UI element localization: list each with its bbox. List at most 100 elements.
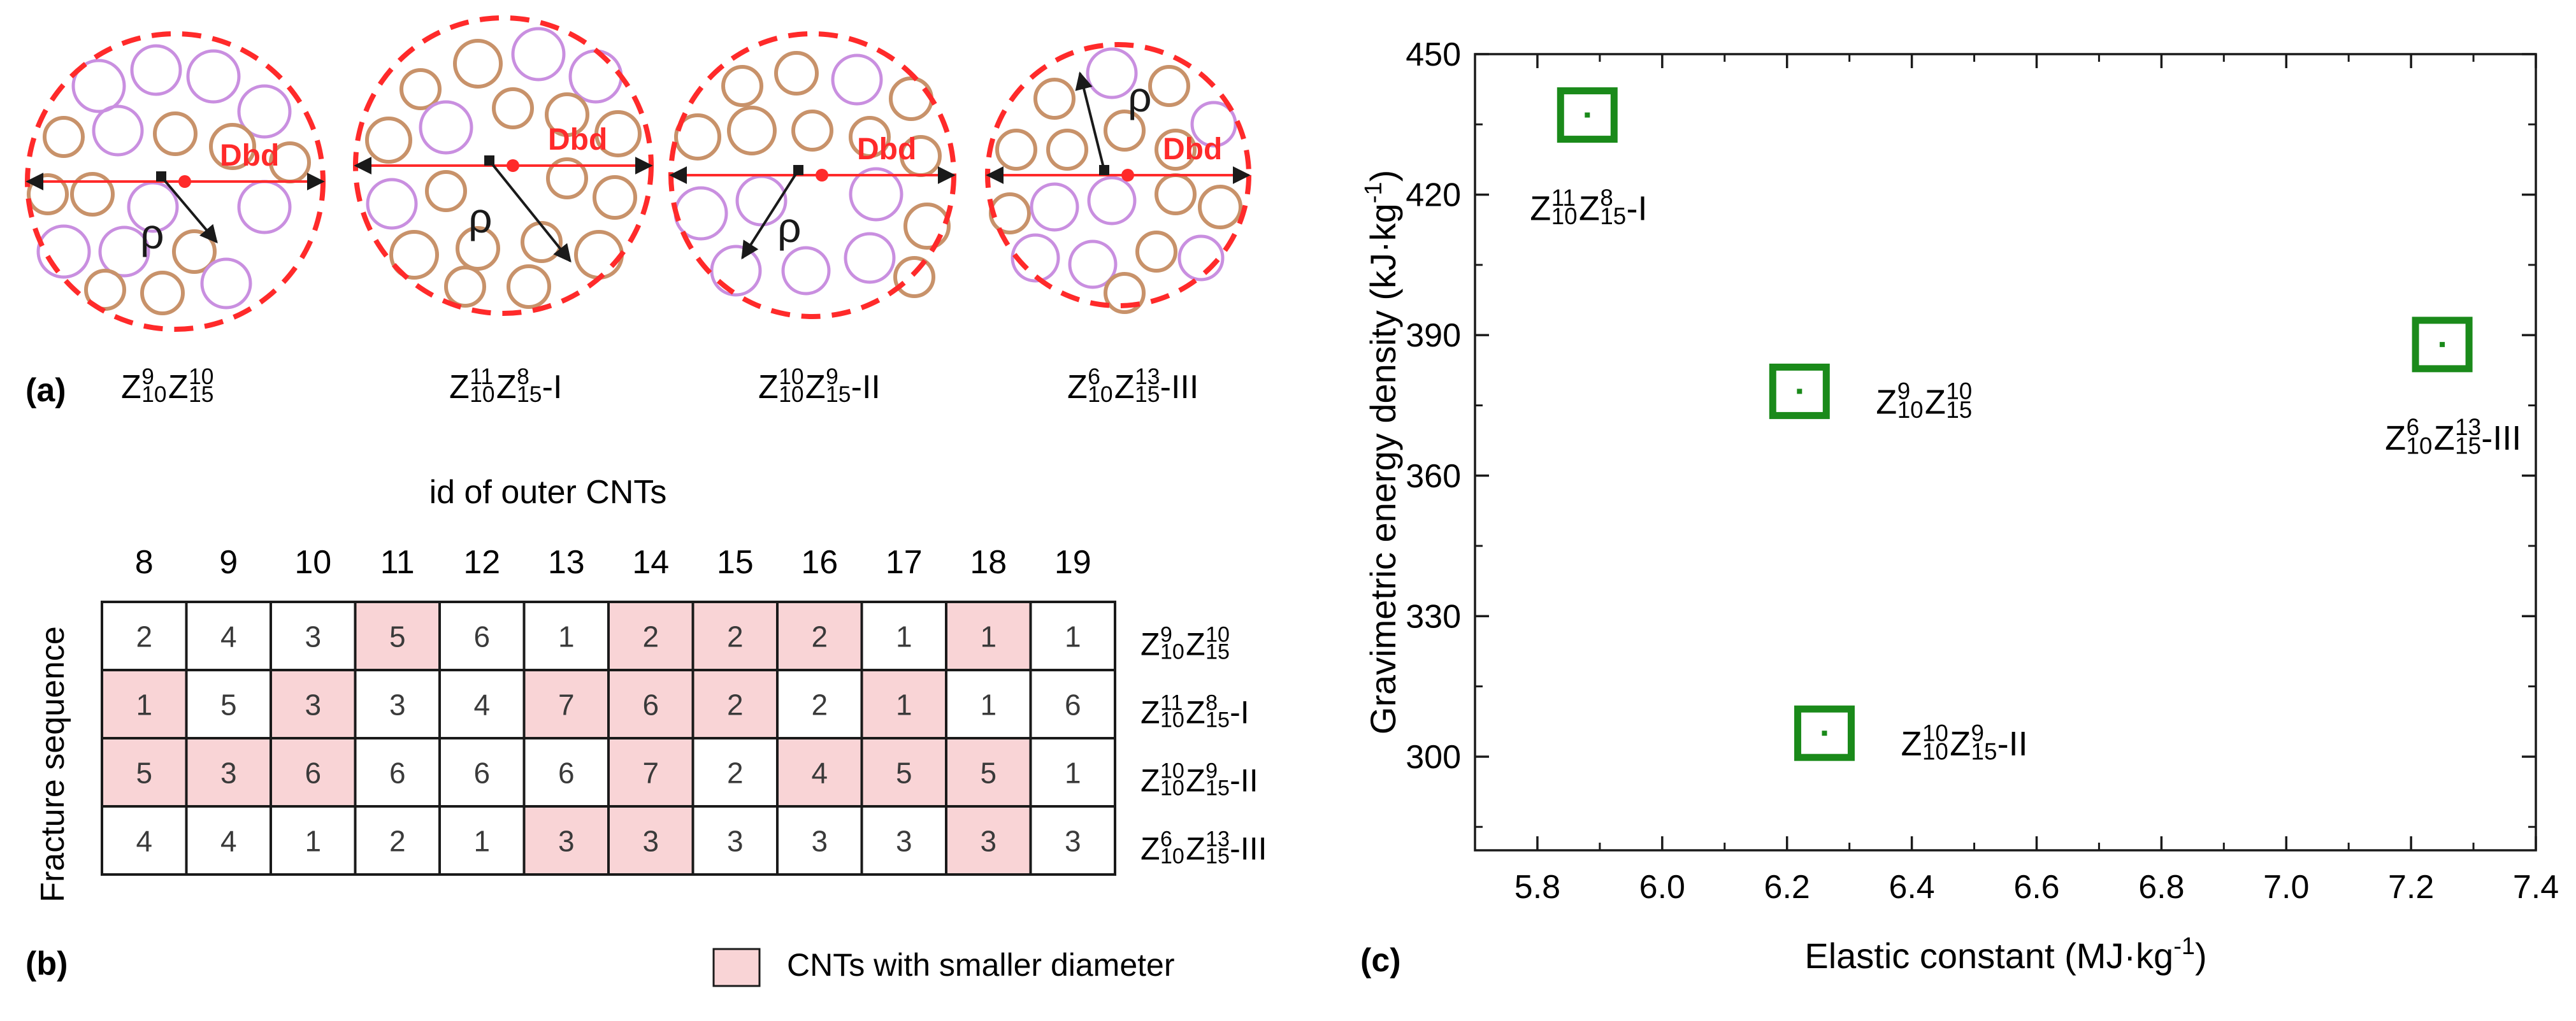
table-cell xyxy=(776,805,863,876)
chirality-sup: 13 xyxy=(2455,414,2481,440)
chirality-sup: 10 xyxy=(1205,623,1230,647)
table-cell xyxy=(438,601,526,671)
panel-b: id of outer CNTs Fracture sequence 8 9 10 1… xyxy=(25,474,1267,987)
legend-swatch xyxy=(712,948,761,987)
z-letter: Z xyxy=(805,369,826,406)
large-cnt-circle xyxy=(200,257,252,310)
table-cell xyxy=(1029,669,1116,739)
variant-suffix: -I xyxy=(542,369,563,406)
chirality-sup: 11 xyxy=(470,364,493,389)
small-cnt-circle xyxy=(456,226,500,271)
table-cell xyxy=(101,601,188,671)
column-header: 18 xyxy=(970,544,1007,581)
cell-value: 3 xyxy=(980,825,997,858)
z-letter: Z xyxy=(1186,695,1205,731)
cell-value: 2 xyxy=(727,689,744,722)
x-tick-label: 6.2 xyxy=(1764,869,1810,906)
small-cnt-circle xyxy=(70,172,115,217)
y-tick-label: 390 xyxy=(1406,317,1461,354)
variant-suffix: -I xyxy=(1627,190,1648,228)
chirality-sub: 15 xyxy=(1205,640,1230,664)
variant-suffix: -II xyxy=(1230,763,1258,799)
center-dot xyxy=(816,169,828,182)
chirality-sup: 11 xyxy=(1160,691,1183,715)
large-cnt-circle xyxy=(92,104,144,157)
chirality-sup: 9 xyxy=(1897,378,1910,404)
z-letter: Z xyxy=(1901,725,1922,763)
z-letter: Z xyxy=(1186,627,1205,662)
cell-value: 3 xyxy=(727,825,744,858)
small-cnt-circle xyxy=(1148,65,1190,107)
small-cnt-circle xyxy=(425,170,467,212)
table-title: id of outer CNTs xyxy=(429,474,667,511)
cell-value: 4 xyxy=(136,825,152,858)
square-marker xyxy=(1769,363,1830,419)
table-cell xyxy=(776,737,863,808)
small-cnt-circle xyxy=(774,51,819,96)
small-cnt-circle xyxy=(153,111,198,156)
large-cnt-circle xyxy=(186,49,241,104)
table-cell xyxy=(945,737,1032,808)
table-cell xyxy=(945,669,1032,739)
chirality-sub: 15 xyxy=(2455,432,2481,459)
chirality-sub: 15 xyxy=(1205,708,1230,732)
cell-value: 1 xyxy=(136,689,152,722)
table-row: 2 4 3 5 6 1 2 2 2 1 1 1 xyxy=(101,601,1116,671)
chirality-sub: 10 xyxy=(2407,432,2433,459)
chirality-sup: 6 xyxy=(1160,827,1172,852)
variant-suffix: -II xyxy=(851,369,881,406)
small-cnt-circle xyxy=(1104,110,1146,152)
marker-center xyxy=(2440,341,2445,347)
column-header: 11 xyxy=(380,544,415,581)
chirality-sup: 6 xyxy=(2407,414,2419,440)
small-cnt-circle xyxy=(492,87,534,129)
cell-value: 2 xyxy=(727,757,744,790)
large-cnt-circle xyxy=(831,54,883,106)
small-cnt-circle xyxy=(995,129,1037,171)
small-cnt-circle xyxy=(903,203,951,250)
cell-value: 1 xyxy=(980,689,997,722)
cell-value: 1 xyxy=(980,620,997,653)
rho-label: ρ xyxy=(1128,73,1152,120)
z-letter: Z xyxy=(2434,419,2455,457)
small-cnt-circle xyxy=(893,256,935,298)
cell-value: 5 xyxy=(389,620,406,653)
rho-arrow xyxy=(1075,71,1105,171)
cell-value: 4 xyxy=(473,689,490,722)
table-cell xyxy=(691,737,779,808)
cell-value: 6 xyxy=(1065,689,1081,722)
chirality-sub: 10 xyxy=(779,382,803,407)
table-cell xyxy=(860,737,947,808)
small-cnt-circle xyxy=(727,106,777,155)
cell-value: 6 xyxy=(558,757,575,790)
large-cnt-circle xyxy=(781,246,831,296)
cell-value: 3 xyxy=(642,825,659,858)
z-letter: Z xyxy=(1950,725,1971,763)
small-cnt-circle xyxy=(1198,185,1242,229)
cell-value: 6 xyxy=(389,757,406,790)
chirality-sub: 15 xyxy=(517,382,542,407)
table-row: 5 3 6 6 6 6 7 2 4 5 5 1 xyxy=(101,737,1116,808)
cell-value: 3 xyxy=(305,689,321,722)
chirality-sup: 13 xyxy=(1135,364,1160,389)
chirality-sub: 15 xyxy=(1946,397,1972,423)
small-cnt-circle xyxy=(521,221,563,263)
small-cnt-circle xyxy=(593,175,637,220)
table-ylabel: Fracture sequence xyxy=(34,626,71,903)
small-cnt-circle xyxy=(1155,173,1197,215)
table-row: 4 4 1 2 1 3 3 3 3 3 3 3 xyxy=(101,805,1116,876)
large-cnt-circle xyxy=(419,100,473,155)
x-tick-label: 6.8 xyxy=(2138,869,2184,906)
z-letter: Z xyxy=(1186,763,1205,799)
z-letter: Z xyxy=(1114,369,1135,406)
chirality-sub: 10 xyxy=(1551,203,1578,229)
y-axis-label: Gravimetric energy density (kJ·kg-1) xyxy=(1360,170,1403,734)
